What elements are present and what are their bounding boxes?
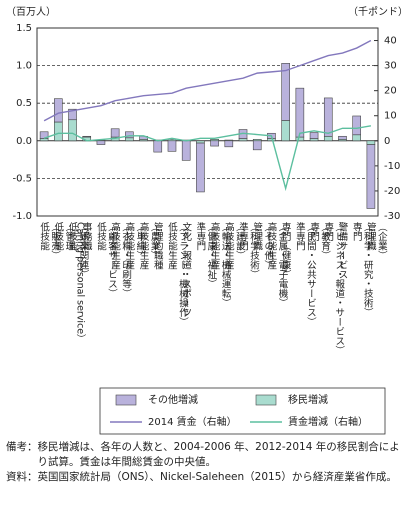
notes: 備考：移民増減は、各年の人数と、2004-2006 年、2012-2014 年の… [6,440,406,485]
legend-label: その他増減 [148,393,198,406]
bar [267,138,276,142]
bar [68,119,77,142]
bar [281,63,290,121]
bar [281,120,290,142]
y-tick-label: -0.5 [12,173,32,184]
bar [125,137,134,142]
x-tick-label: 管理的職種 [151,222,163,270]
bar [68,108,77,121]
bar [323,97,333,137]
bar [110,128,120,138]
x-tick-label: 高技能生産 （輸送・機械運転） [208,222,231,308]
bar [323,135,333,142]
bar [39,138,49,142]
line [43,39,372,122]
bar [153,140,163,153]
x-tick-label: 低技能 （販売） [38,222,61,260]
x-tick-label: 高技能生産 （金属・電子電機） [265,222,288,308]
x-tick-label: 専門 （科学・研究・技術） [350,222,373,317]
y2-tick-label: -30 [384,211,400,222]
y-tick-label: 0.5 [16,98,32,109]
y2-tick-label: 20 [384,86,397,97]
bar [125,131,134,139]
x-tick-label: 低技能 （管理 Caring personal service） [52,222,86,344]
y2-axis-title: （千ポンド） [348,6,408,18]
bar [366,144,376,209]
bar [295,87,305,138]
y-tick-label: 1.0 [16,61,32,72]
x-tick-label: 準専門 （健康・福祉） [194,222,217,289]
source: 資料：英国国家統計局（ONS）、Nickel-Saleheen（2015）から経… [6,471,397,483]
bar [295,136,305,142]
x-tick-label: 準専門 （民間・公共サービス） [293,222,316,327]
x-tick-label: 専門 （教育） [308,222,331,260]
bar [252,140,262,151]
y-tick-label: 1.5 [16,23,32,34]
bar [224,140,234,148]
y-axis-title: （百万人） [6,6,56,18]
legend-box [99,387,386,435]
bar [54,98,63,123]
y-tick-label: 0.0 [16,136,32,147]
note: 備考：移民増減は、各年の人数と、2004-2006 年、2012-2014 年の… [6,441,400,468]
y2-tick-label: 0 [384,136,390,147]
bar [238,138,248,142]
x-tick-label: 高技能生産 （建設） [222,222,245,270]
x-tick-label: 専門 （ビジネス・報道・サービス） [322,222,345,355]
x-tick-label: 高技能生産 （単純） [123,222,146,270]
line [43,125,372,192]
x-tick-label: 準専門 （科学技術） [237,222,260,279]
x-tick-label: 高技能生産 （農業） [137,222,160,270]
x-tick-label: 文化・報道・スポーツ [180,222,192,317]
y2-tick-label: -10 [384,161,400,172]
bar [82,135,92,138]
x-tick-label: 事務職 [80,222,92,251]
legend-swatch [115,394,137,406]
x-tick-label: 管理職 （企業） [364,222,387,260]
x-tick-label: 低技能生産 （プラント・機械操作） [165,222,188,327]
y-tick-label: -1.0 [12,211,32,222]
bar [309,132,319,139]
bar [96,140,106,145]
plot-frame [36,27,379,217]
x-tick-label: 高技能生産 （衣料・印刷等） [109,222,132,298]
bar [352,115,361,136]
bar [366,140,376,145]
bar [352,134,361,142]
bar [210,140,219,147]
y2-tick-label: -20 [384,186,400,197]
legend-swatch [255,394,277,406]
x-tick-label: 管理職 （その他） [251,222,274,270]
bar [167,140,177,152]
bar [309,138,319,142]
bar [181,140,191,161]
x-tick-label: 低技能 （娯楽関連） [66,222,89,279]
y2-tick-label: 10 [384,111,397,122]
x-tick-label: 警備サービス [336,222,348,279]
legend-label: 賃金増減（右軸） [288,415,368,428]
y2-tick-label: 40 [384,36,397,47]
bar [338,135,347,140]
x-tick-label: 低技能 （顧客サービス） [94,222,117,298]
bar [196,140,205,144]
y2-tick-label: 30 [384,61,397,72]
x-tick-label: 専門（健康） [279,222,291,279]
legend-label: 移民増減 [288,393,328,406]
bar [39,131,49,139]
bar [54,121,63,142]
legend-label: 2014 賃金（右軸） [148,415,237,428]
bar [196,142,205,193]
